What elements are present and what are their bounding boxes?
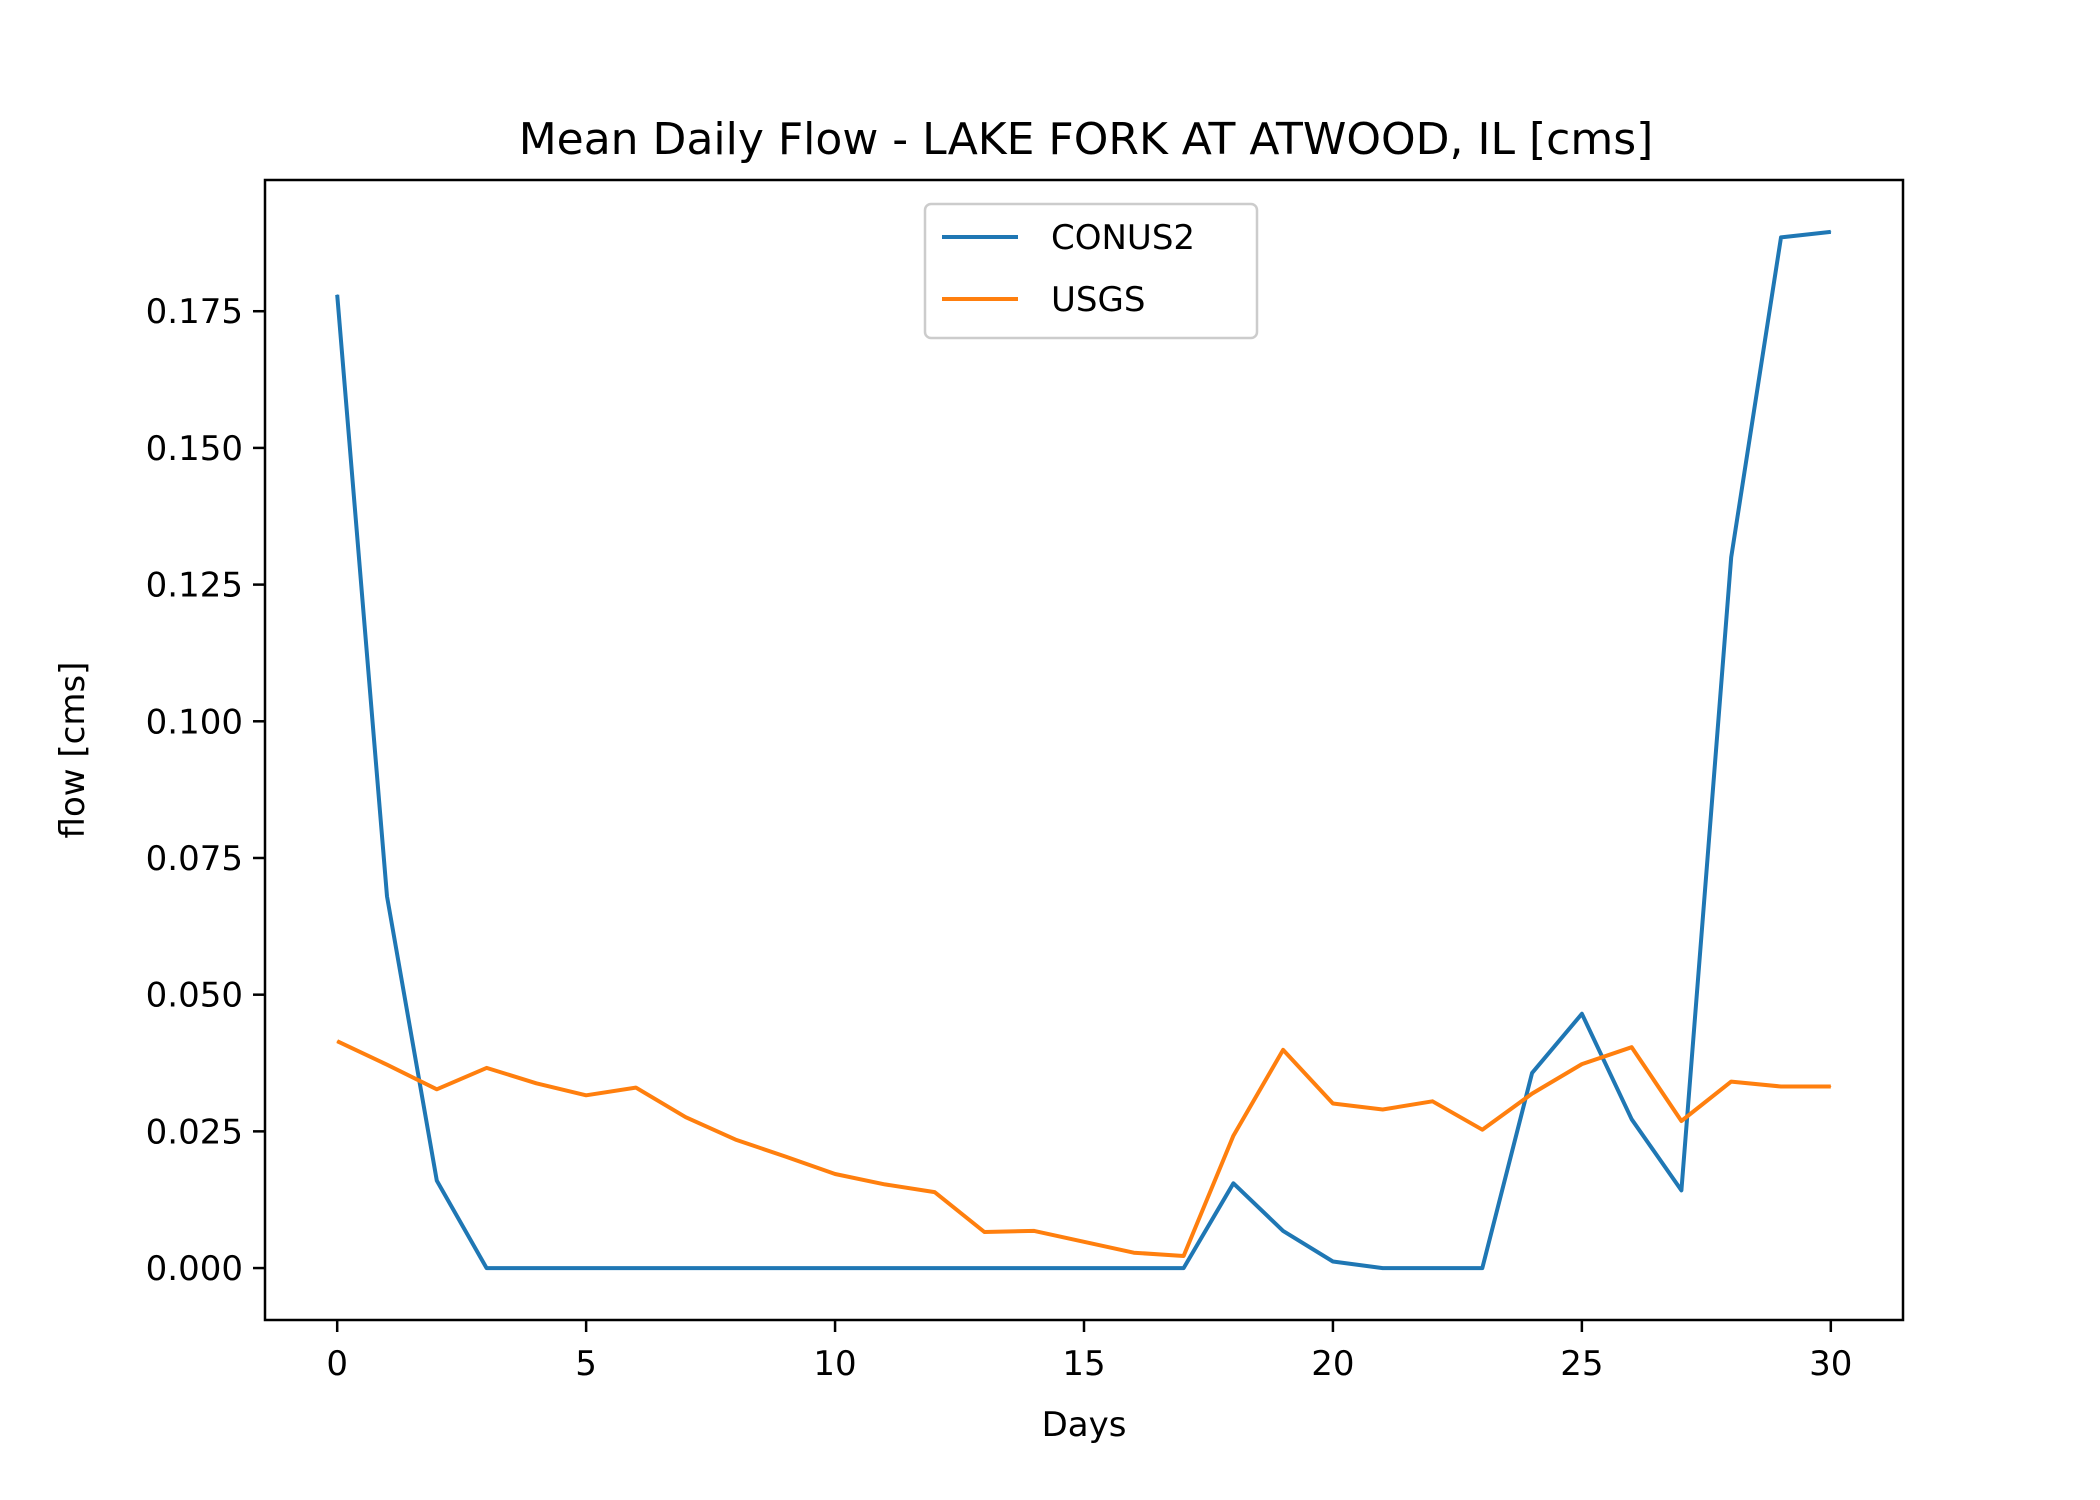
data-point-conus2	[1183, 1267, 1185, 1269]
data-point-usgs	[336, 1040, 338, 1042]
data-point-conus2	[1830, 231, 1832, 233]
data-point-usgs	[1382, 1109, 1384, 1110]
y-tick-label: 0.150	[146, 429, 243, 469]
data-point-usgs	[1033, 1230, 1035, 1232]
data-point-conus2	[685, 1267, 687, 1269]
data-point-conus2	[1282, 1230, 1284, 1232]
data-point-conus2	[1730, 556, 1732, 558]
data-point-conus2	[535, 1267, 537, 1269]
data-point-usgs	[1531, 1093, 1533, 1095]
data-point-usgs	[1133, 1252, 1135, 1254]
data-point-conus2	[336, 294, 338, 296]
chart-title: Mean Daily Flow - LAKE FORK AT ATWOOD, I…	[519, 114, 1654, 165]
data-point-usgs	[1780, 1086, 1782, 1087]
data-point-conus2	[1680, 1189, 1682, 1191]
data-point-conus2	[486, 1267, 488, 1269]
data-point-usgs	[1730, 1081, 1732, 1083]
data-point-usgs	[386, 1064, 388, 1066]
data-point-usgs	[1332, 1103, 1334, 1104]
data-point-conus2	[1780, 236, 1782, 238]
data-point-usgs	[1680, 1120, 1682, 1122]
data-point-conus2	[1033, 1267, 1035, 1269]
data-point-conus2	[1481, 1267, 1483, 1269]
series-points-usgs	[336, 1040, 1832, 1257]
x-tick-label: 5	[575, 1344, 597, 1384]
data-point-usgs	[1183, 1255, 1185, 1257]
data-point-usgs	[1631, 1046, 1633, 1048]
x-tick-label: 20	[1311, 1344, 1354, 1384]
data-point-usgs	[585, 1094, 587, 1096]
data-point-usgs	[934, 1191, 936, 1193]
x-tick-label: 0	[326, 1344, 348, 1384]
y-axis-label: flow [cms]	[53, 662, 93, 839]
data-point-conus2	[735, 1267, 736, 1269]
data-point-conus2	[1631, 1118, 1633, 1120]
y-tick-label: 0.050	[146, 976, 243, 1016]
data-point-conus2	[635, 1267, 637, 1269]
y-axis: 0.000 0.025 0.050 0.075 0.100 0.125 0.150 0.175	[146, 292, 265, 1289]
series-line-usgs	[336, 1039, 1831, 1258]
data-point-conus2	[1133, 1267, 1135, 1269]
data-point-conus2	[1083, 1267, 1085, 1269]
x-tick-label: 30	[1809, 1344, 1852, 1384]
data-point-usgs	[884, 1183, 886, 1185]
x-tick-label: 25	[1560, 1344, 1603, 1384]
data-point-conus2	[585, 1267, 587, 1269]
data-point-conus2	[1432, 1267, 1433, 1269]
y-tick-label: 0.075	[146, 839, 243, 879]
data-point-usgs	[1282, 1049, 1284, 1051]
data-point-usgs	[635, 1087, 637, 1089]
data-point-usgs	[436, 1088, 438, 1090]
y-tick-label: 0.125	[146, 566, 243, 606]
data-point-usgs	[784, 1156, 786, 1157]
data-point-conus2	[386, 895, 388, 897]
data-point-usgs	[1232, 1135, 1234, 1137]
data-point-conus2	[1232, 1182, 1234, 1184]
x-tick-label: 10	[813, 1344, 856, 1384]
y-tick-label: 0.100	[146, 702, 243, 742]
x-axis: 0 5 10 15 20 25 30	[326, 1320, 1852, 1384]
data-point-usgs	[1481, 1129, 1483, 1131]
data-point-usgs	[1581, 1063, 1583, 1065]
data-point-usgs	[983, 1231, 985, 1233]
data-point-conus2	[1581, 1013, 1583, 1015]
data-point-usgs	[1432, 1100, 1433, 1102]
data-point-conus2	[884, 1267, 886, 1269]
data-point-conus2	[436, 1180, 438, 1182]
data-point-conus2	[934, 1267, 936, 1269]
y-tick-label: 0.000	[146, 1249, 243, 1289]
x-axis-label: Days	[1042, 1405, 1127, 1445]
data-point-conus2	[983, 1267, 985, 1269]
legend: CONUS2 USGS	[923, 202, 1259, 340]
x-tick-label: 15	[1062, 1344, 1105, 1384]
data-point-conus2	[1531, 1072, 1533, 1074]
series-line-conus2	[335, 229, 1832, 1271]
data-point-usgs	[685, 1116, 687, 1118]
data-point-conus2	[784, 1267, 786, 1269]
legend-label-conus2: CONUS2	[1051, 218, 1195, 258]
data-point-conus2	[1332, 1261, 1334, 1262]
legend-label-usgs: USGS	[1051, 280, 1145, 320]
data-point-usgs	[1830, 1086, 1832, 1087]
y-tick-label: 0.175	[146, 292, 243, 332]
data-point-conus2	[834, 1267, 836, 1269]
y-tick-label: 0.025	[146, 1112, 243, 1152]
data-point-usgs	[735, 1139, 736, 1141]
data-point-usgs	[535, 1082, 537, 1084]
data-point-usgs	[834, 1173, 836, 1175]
series-points-conus2	[336, 231, 1832, 1269]
plot-frame	[263, 178, 1905, 1322]
data-point-usgs	[486, 1067, 488, 1069]
plot-area	[335, 229, 1832, 1271]
data-point-usgs	[1083, 1241, 1085, 1243]
data-point-conus2	[1382, 1267, 1384, 1269]
